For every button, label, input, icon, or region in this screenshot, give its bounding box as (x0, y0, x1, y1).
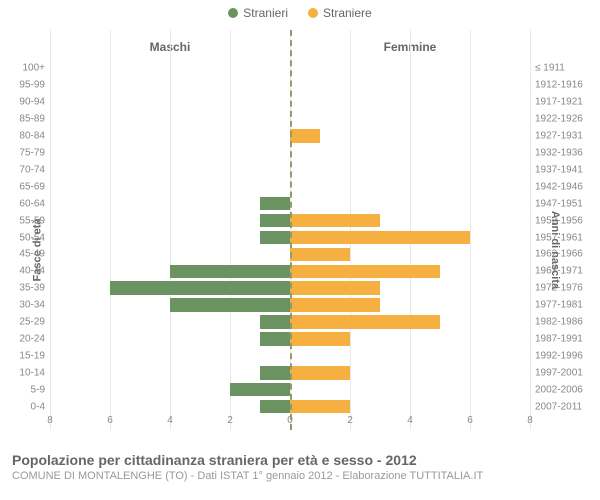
chart-legend: Stranieri Straniere (0, 0, 600, 20)
age-label: 100+ (0, 63, 50, 74)
age-label: 35-39 (0, 283, 50, 294)
x-tick-label: 8 (47, 415, 53, 426)
age-label: 85-89 (0, 114, 50, 125)
bar-female (290, 248, 350, 262)
birth-year-label: 2002-2006 (530, 384, 600, 395)
birth-year-label: 1932-1936 (530, 147, 600, 158)
footer-title: Popolazione per cittadinanza straniera p… (12, 452, 588, 468)
bar-female (290, 315, 440, 329)
x-tick-label: 0 (287, 415, 293, 426)
age-label: 30-34 (0, 300, 50, 311)
bar-male (110, 281, 290, 295)
bar-female (290, 129, 320, 143)
legend-item-male: Stranieri (228, 6, 288, 20)
age-label: 95-99 (0, 80, 50, 91)
bar-male (260, 366, 290, 380)
age-label: 90-94 (0, 97, 50, 108)
birth-year-label: 1982-1986 (530, 317, 600, 328)
birth-year-label: 1972-1976 (530, 283, 600, 294)
center-axis-line (290, 30, 292, 430)
birth-year-label: 1957-1961 (530, 232, 600, 243)
legend-label-male: Stranieri (243, 6, 288, 20)
bar-male (260, 214, 290, 228)
age-label: 80-84 (0, 131, 50, 142)
legend-swatch-female (308, 8, 318, 18)
x-tick-label: 4 (167, 415, 173, 426)
birth-year-label: 1992-1996 (530, 350, 600, 361)
x-tick-label: 2 (227, 415, 233, 426)
x-axis-ticks: 8 6 4 2 0 2 4 6 8 (50, 415, 530, 430)
age-label: 45-49 (0, 249, 50, 260)
bar-male (170, 265, 290, 279)
legend-label-female: Straniere (323, 6, 372, 20)
x-tick-label: 6 (467, 415, 473, 426)
bar-female (290, 214, 380, 228)
age-label: 15-19 (0, 350, 50, 361)
age-label: 65-69 (0, 181, 50, 192)
birth-year-label: 1912-1916 (530, 80, 600, 91)
bar-female (290, 400, 350, 414)
birth-year-label: 1922-1926 (530, 114, 600, 125)
birth-year-label: 1927-1931 (530, 131, 600, 142)
birth-year-label: 1962-1966 (530, 249, 600, 260)
birth-year-label: ≤ 1911 (530, 63, 600, 74)
age-label: 60-64 (0, 198, 50, 209)
bar-male (170, 298, 290, 312)
age-label: 75-79 (0, 147, 50, 158)
x-tick-label: 8 (527, 415, 533, 426)
x-tick-label: 6 (107, 415, 113, 426)
bar-female (290, 332, 350, 346)
age-label: 40-44 (0, 266, 50, 277)
birth-year-label: 1942-1946 (530, 181, 600, 192)
age-label: 5-9 (0, 384, 50, 395)
age-label: 70-74 (0, 164, 50, 175)
bar-female (290, 231, 470, 245)
birth-year-label: 1937-1941 (530, 164, 600, 175)
age-label: 0-4 (0, 401, 50, 412)
age-label: 50-54 (0, 232, 50, 243)
age-label: 10-14 (0, 367, 50, 378)
age-label: 25-29 (0, 317, 50, 328)
bar-male (260, 400, 290, 414)
legend-swatch-male (228, 8, 238, 18)
bar-female (290, 298, 380, 312)
bar-male (260, 315, 290, 329)
birth-year-label: 1967-1971 (530, 266, 600, 277)
birth-year-label: 2007-2011 (530, 401, 600, 412)
birth-year-label: 1977-1981 (530, 300, 600, 311)
bar-male (260, 197, 290, 211)
birth-year-label: 1952-1956 (530, 215, 600, 226)
legend-item-female: Straniere (308, 6, 372, 20)
bar-male (230, 383, 290, 397)
age-label: 20-24 (0, 333, 50, 344)
birth-year-label: 1947-1951 (530, 198, 600, 209)
bar-male (260, 332, 290, 346)
x-tick-label: 4 (407, 415, 413, 426)
footer-subtitle: COMUNE DI MONTALENGHE (TO) - Dati ISTAT … (12, 470, 588, 482)
birth-year-label: 1997-2001 (530, 367, 600, 378)
x-tick-label: 2 (347, 415, 353, 426)
bar-female (290, 265, 440, 279)
chart-area: Maschi Femmine 100+≤ 191195-991912-19169… (50, 30, 530, 430)
bar-male (260, 231, 290, 245)
bar-female (290, 366, 350, 380)
birth-year-label: 1917-1921 (530, 97, 600, 108)
birth-year-label: 1987-1991 (530, 333, 600, 344)
bar-female (290, 281, 380, 295)
chart-footer: Popolazione per cittadinanza straniera p… (12, 452, 588, 482)
age-label: 55-59 (0, 215, 50, 226)
